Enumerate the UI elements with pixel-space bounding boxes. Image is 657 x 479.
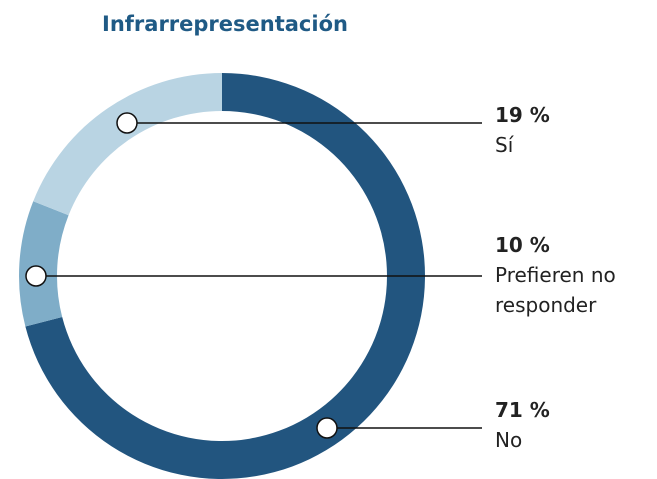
marker xyxy=(316,417,338,439)
marker xyxy=(116,112,138,134)
label: 10 % Prefieren no responder xyxy=(495,230,655,320)
label: 71 % No xyxy=(495,395,655,455)
category-label: No xyxy=(495,428,523,452)
category-label: Sí xyxy=(495,133,514,157)
chart-title: Infrarrepresentación xyxy=(102,12,348,36)
value-label: 10 % xyxy=(495,233,550,257)
category-label: Prefieren no responder xyxy=(495,263,616,317)
marker xyxy=(25,265,47,287)
donut-segment xyxy=(33,73,223,216)
value-label: 71 % xyxy=(495,398,550,422)
value-label: 19 % xyxy=(495,103,550,127)
label: 19 % Sí xyxy=(495,100,655,160)
donut-segment xyxy=(19,201,69,327)
